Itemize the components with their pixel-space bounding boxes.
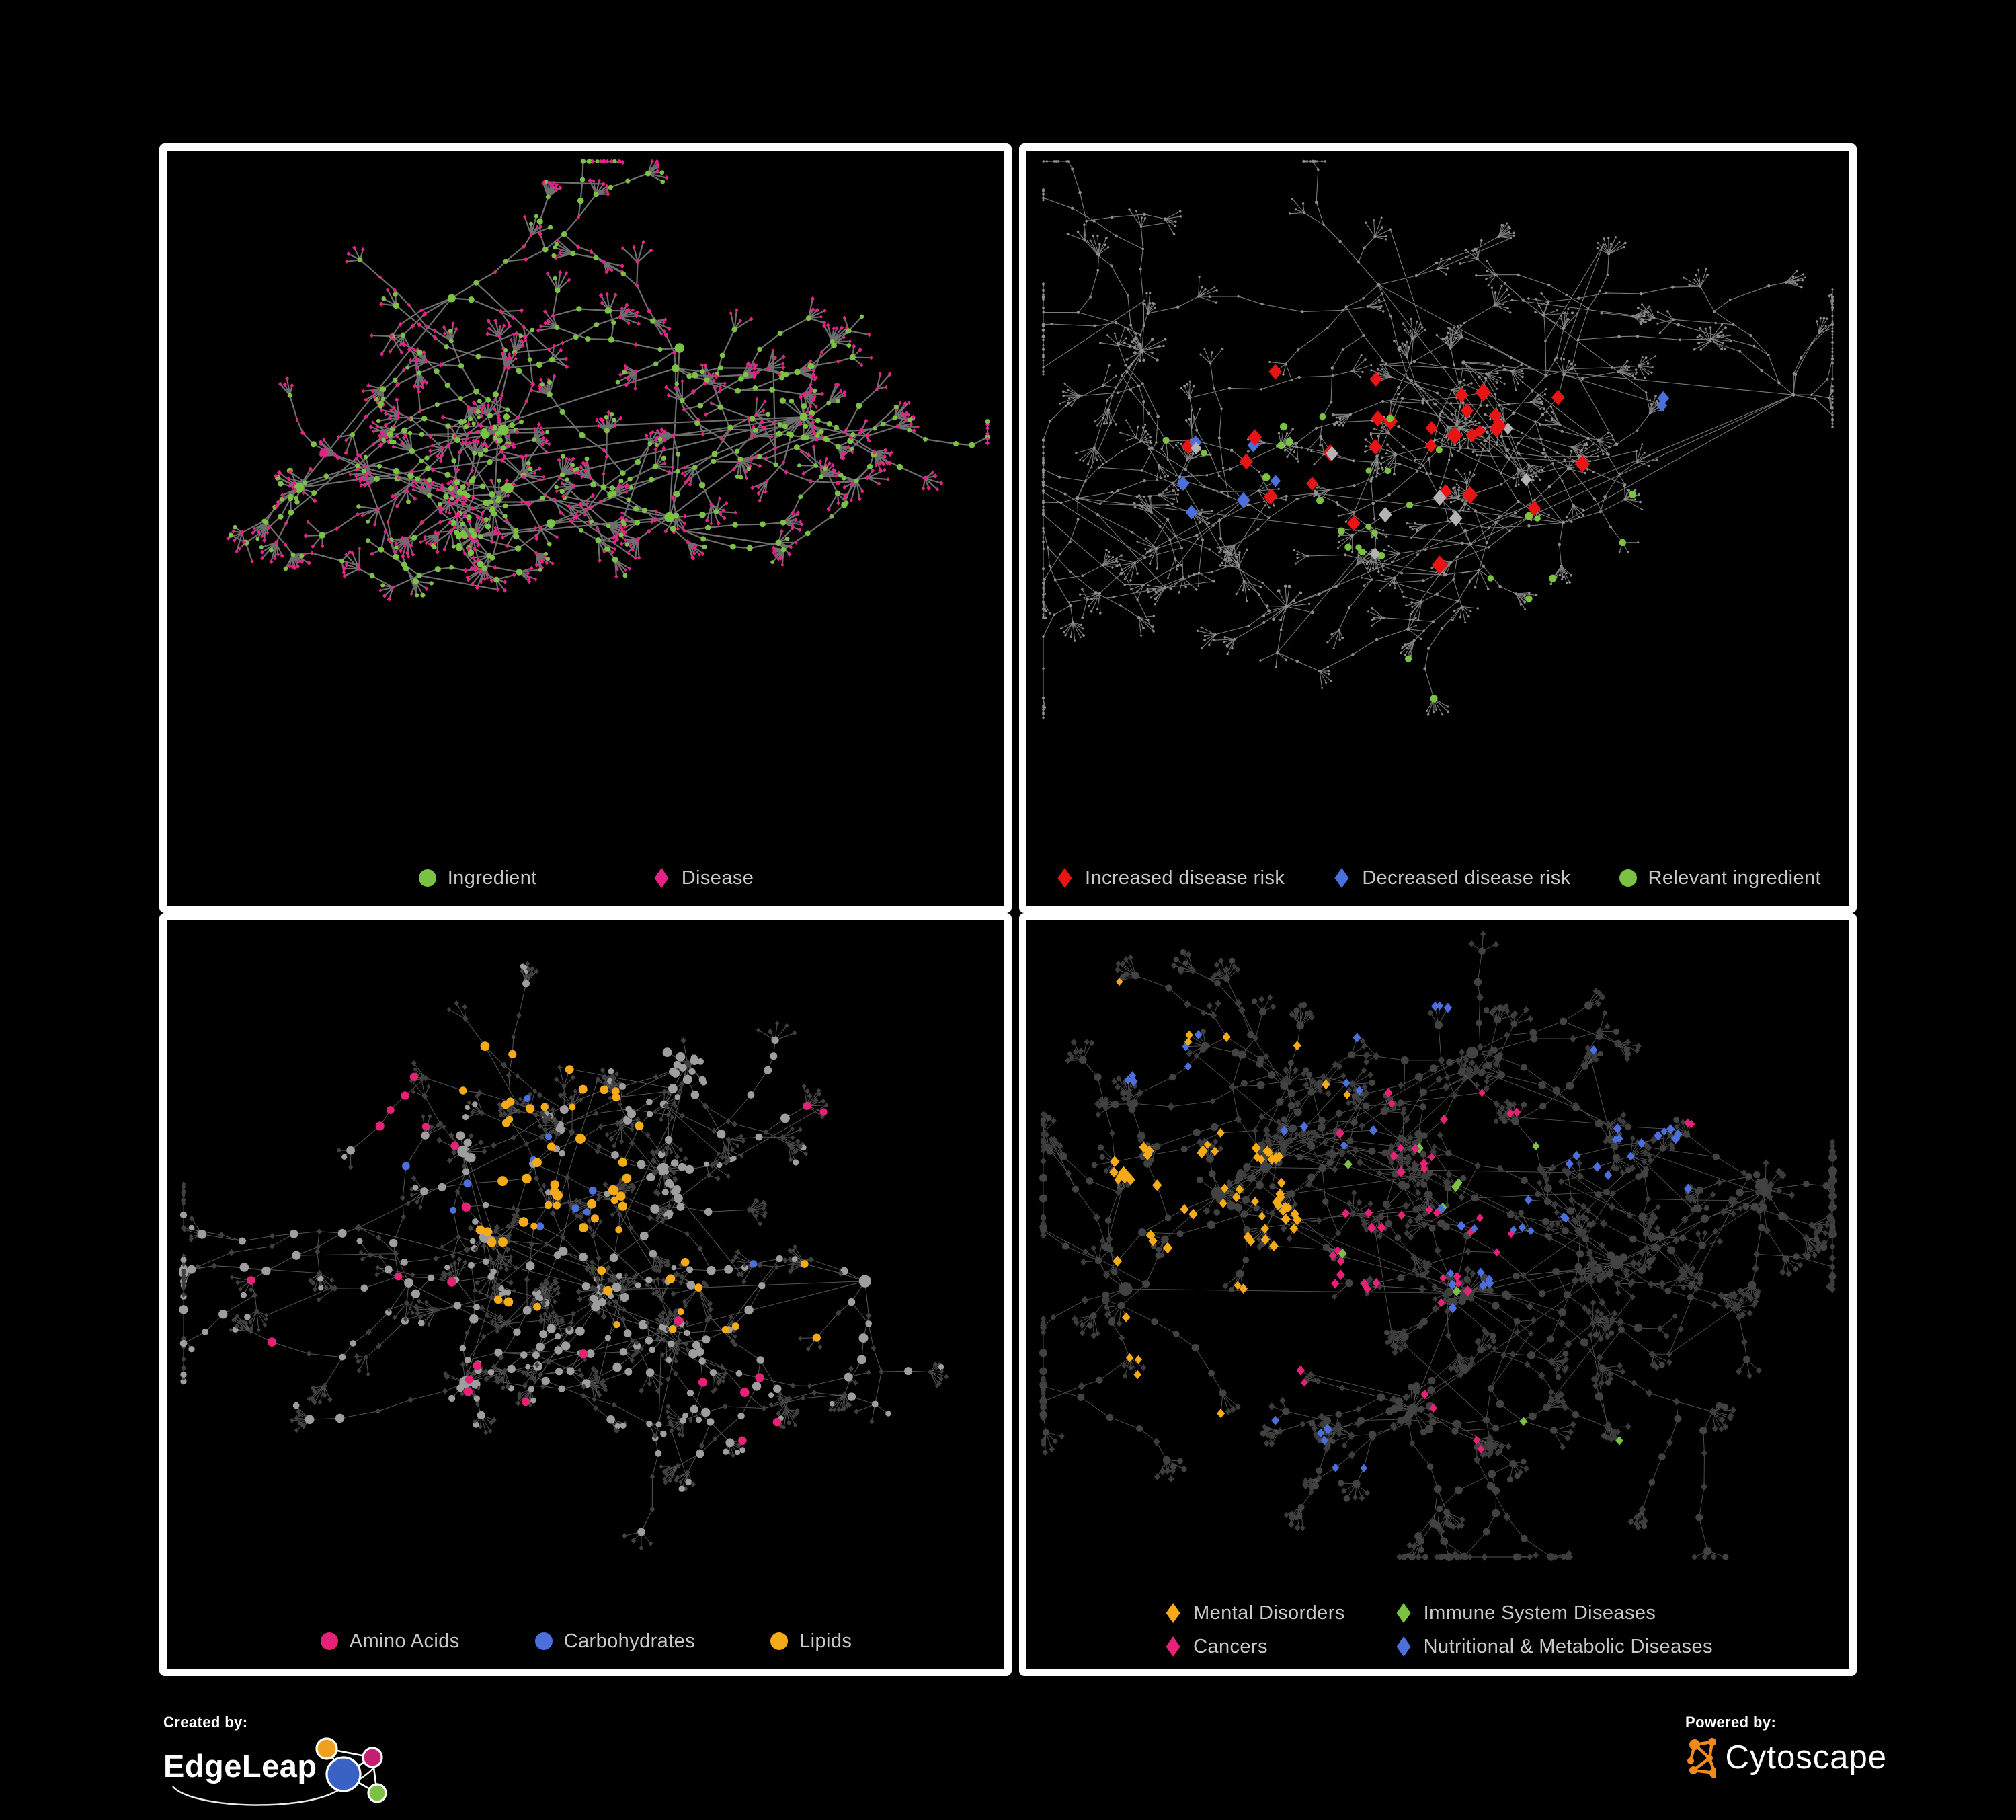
legend-marker-circle-icon [319,1630,339,1653]
legend-item: Mental Disorders [1163,1601,1345,1624]
legend-macronutrients: Amino Acids Carbohydrates Lipids [167,1630,1004,1653]
network-graph-ingredient-disease [226,159,990,602]
legend-label: Decreased disease risk [1362,867,1571,889]
legend-item: Nutritional & Metabolic Diseases [1394,1635,1713,1658]
legend-marker-circle-icon [1618,867,1638,889]
legend-marker-diamond-icon [1394,1601,1414,1624]
legend-marker-diamond-icon [1394,1635,1414,1658]
legend-label: Lipids [799,1630,852,1652]
edgeleap-wordmark: EdgeLeap [163,1748,317,1784]
legend-item: Carbohydrates [534,1630,695,1653]
legend-label: Nutritional & Metabolic Diseases [1423,1635,1713,1657]
created-by-label: Created by: [163,1714,248,1731]
legend-item: Lipids [769,1630,852,1653]
network-graph-macronutrients [179,961,949,1551]
legend-item: Ingredient [417,867,537,889]
legend-label: Carbohydrates [563,1630,696,1652]
legend-item: Amino Acids [319,1630,460,1653]
panel-macronutrients: Amino Acids Carbohydrates Lipids [159,913,1012,1676]
legend-label: Amino Acids [349,1630,460,1652]
network-graph-disease-risk [1041,159,1834,719]
panel-disease-risk: Increased disease risk Decreased disease … [1019,143,1857,913]
legend-marker-circle-icon [534,1630,554,1653]
legend-marker-diamond-icon [651,867,672,889]
legend-label: Increased disease risk [1084,867,1285,889]
legend-ingredient-disease: Ingredient Disease [167,867,1004,889]
edgeleap-logo-icon [172,1737,387,1806]
powered-by-block: Powered by: [1685,1714,1887,1780]
legend-label: Relevant ingredient [1648,867,1822,889]
legend-label: Mental Disorders [1193,1601,1345,1624]
legend-item: Cancers [1163,1635,1268,1658]
legend-marker-diamond-icon [1163,1601,1183,1624]
edgeleap-logo: EdgeLeap [163,1733,405,1813]
legend-label: Ingredient [447,867,537,889]
network-graph-disease-categories [1039,931,1837,1561]
legend-disease-categories: Mental Disorders Immune System Diseases Ca… [1163,1601,1713,1658]
legend-item: Relevant ingredient [1618,867,1821,889]
legend-label: Cancers [1193,1635,1268,1657]
legend-item: Decreased disease risk [1332,867,1570,889]
legend-marker-diamond-icon [1163,1635,1183,1658]
powered-by-label: Powered by: [1685,1714,1777,1731]
legend-marker-diamond-icon [1055,867,1075,889]
legend-item: Disease [651,867,754,889]
legend-marker-diamond-icon [1332,867,1352,889]
legend-disease-risk: Increased disease risk Decreased disease … [1026,867,1849,889]
legend-marker-circle-icon [769,1630,789,1653]
legend-marker-circle-icon [417,867,438,889]
legend-item: Immune System Diseases [1394,1601,1656,1624]
panel-disease-categories: Mental Disorders Immune System Diseases Ca… [1019,913,1857,1676]
created-by-block: Created by: EdgeLeap [163,1714,405,1813]
legend-label: Disease [681,867,754,889]
legend-label: Immune System Diseases [1423,1601,1656,1624]
cytoscape-logo-icon [1687,1738,1716,1778]
legend-item: Increased disease risk [1055,867,1285,889]
panel-ingredient-disease: Ingredient Disease [159,143,1012,913]
cytoscape-wordmark: Cytoscape [1725,1739,1887,1776]
